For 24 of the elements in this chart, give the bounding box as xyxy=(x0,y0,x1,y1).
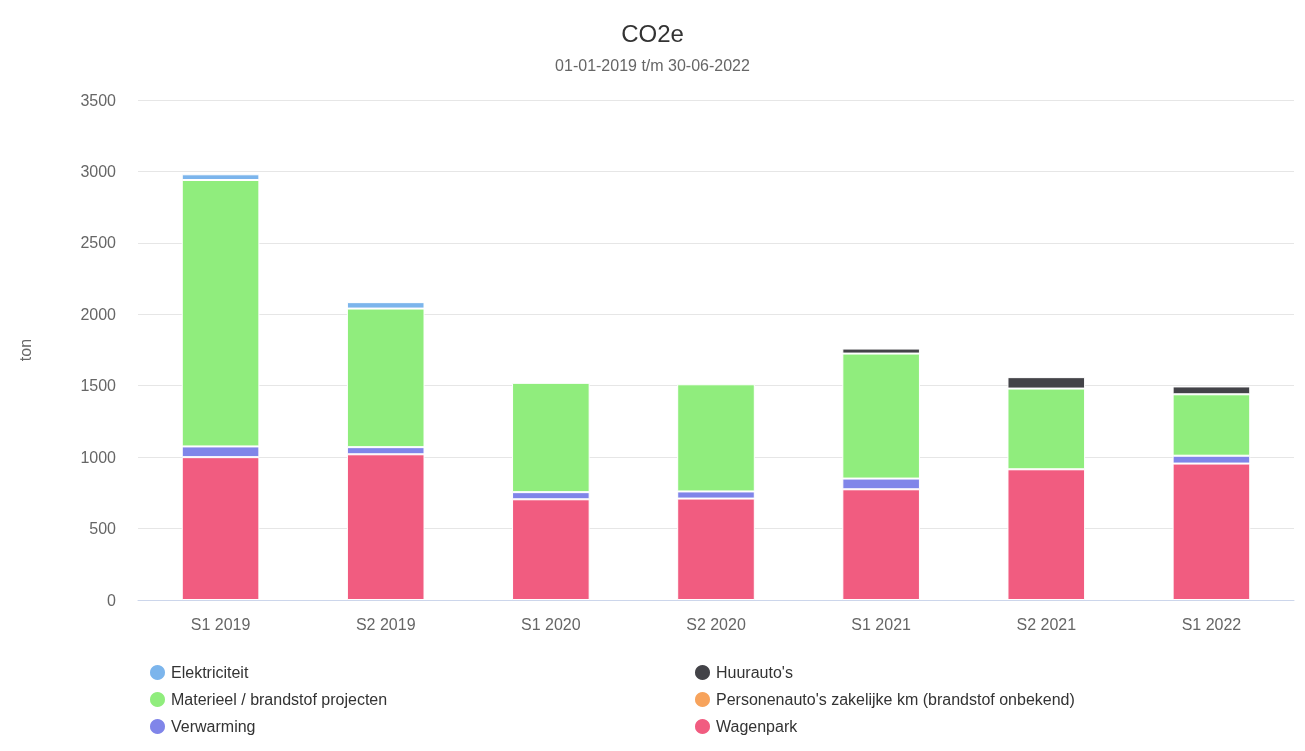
x-tick-label: S1 2020 xyxy=(521,615,581,633)
y-tick-label: 1000 xyxy=(80,448,117,466)
x-tick-label: S1 2022 xyxy=(1181,615,1242,633)
chart-subtitle: 01-01-2019 t/m 30-06-2022 xyxy=(555,56,750,74)
x-tick-label: S2 2021 xyxy=(1016,615,1077,633)
y-tick-label: 0 xyxy=(107,591,117,609)
y-tick-label: 3500 xyxy=(80,91,117,109)
legend-label: Huurauto's xyxy=(716,664,793,681)
legend-label: Wagenpark xyxy=(716,718,799,735)
legend-label: Personenauto's zakelijke km (brandstof onbekend) xyxy=(716,691,1075,708)
x-tick-label: S2 2020 xyxy=(686,615,746,633)
y-axis-title: ton xyxy=(16,338,34,362)
x-tick-label: S2 2019 xyxy=(355,615,416,633)
y-tick-label: 1500 xyxy=(80,377,117,395)
y-tick-label: 500 xyxy=(89,520,117,538)
x-tick-label: S1 2021 xyxy=(851,615,912,633)
x-tick-label: S1 2019 xyxy=(190,615,251,633)
legend-label: Elektriciteit xyxy=(171,664,249,681)
y-tick-label: 3000 xyxy=(80,162,117,180)
legend-label: Materieel / brandstof projecten xyxy=(171,691,388,708)
chart-title: CO2e xyxy=(621,19,684,47)
legend-label: Verwarming xyxy=(171,718,256,735)
y-tick-label: 2500 xyxy=(80,234,117,252)
y-tick-label: 2000 xyxy=(80,305,117,323)
